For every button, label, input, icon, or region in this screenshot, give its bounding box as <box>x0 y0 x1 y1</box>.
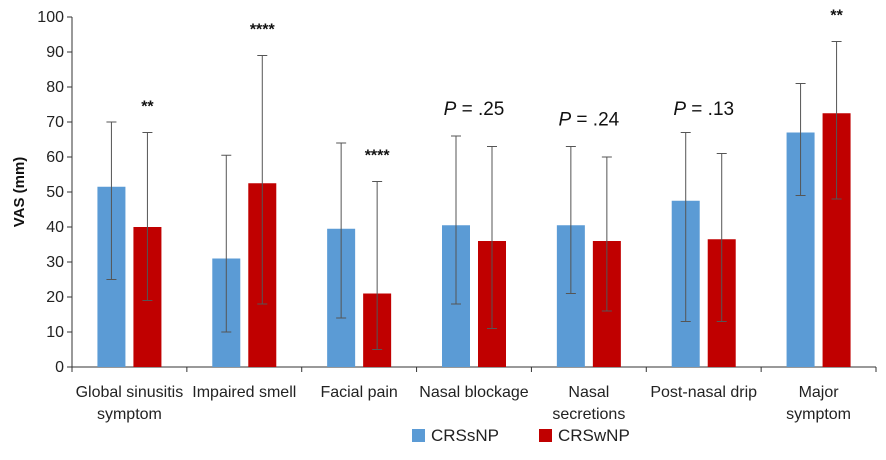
x-category-label: Facial pain <box>320 384 397 401</box>
x-category-label-line: secretions <box>552 406 625 423</box>
significance-stars: **** <box>250 22 276 39</box>
p-value-annotation: P = .25 <box>444 99 505 120</box>
y-tick-label: 10 <box>46 324 64 341</box>
x-category-label: Impaired smell <box>192 384 296 401</box>
x-category-label: Post-nasal drip <box>650 384 757 401</box>
axes: 0 10 20 30 40 50 60 70 80 90 100 VAS (mm) Global sin… <box>11 9 877 423</box>
x-category-label-line: Facial pain <box>320 384 397 401</box>
legend-swatch-crswnp <box>539 429 552 442</box>
x-category-label-line: symptom <box>97 406 162 423</box>
y-axis-label: VAS (mm) <box>11 157 28 228</box>
x-category-label: Nasal secretions <box>552 384 625 423</box>
p-symbol: P <box>558 110 571 131</box>
y-tick-label: 20 <box>46 289 64 306</box>
p-value-annotation: P = .13 <box>673 99 734 120</box>
x-category-label-line: Global sinusitis <box>76 384 184 401</box>
x-category-label-line: Impaired smell <box>192 384 296 401</box>
x-category-label-line: Nasal <box>568 384 609 401</box>
p-symbol: P <box>673 99 686 120</box>
y-tick-label: 40 <box>46 219 64 236</box>
y-tick-label: 100 <box>37 9 64 26</box>
error-bars <box>106 41 842 350</box>
legend-swatch-crssnp <box>412 429 425 442</box>
p-symbol: P <box>444 99 457 120</box>
y-tick-label: 50 <box>46 184 64 201</box>
x-category-label: Major symptom <box>786 384 851 423</box>
p-value-annotation: P = .24 <box>558 110 619 131</box>
legend-label-crswnp: CRSwNP <box>558 426 630 445</box>
annotations: **********P = .25 P = .24 P = .13** <box>141 8 843 165</box>
y-tick-label: 60 <box>46 149 64 166</box>
x-category-label-line: Major <box>799 384 840 401</box>
x-category-label-line: symptom <box>786 406 851 423</box>
legend: CRSsNP CRSwNP <box>412 426 630 445</box>
y-tick-label: 70 <box>46 114 64 131</box>
p-value: = .24 <box>571 110 619 131</box>
x-category-label-line: Post-nasal drip <box>650 384 757 401</box>
x-category-label: Global sinusitis symptom <box>76 384 184 423</box>
p-value: = .25 <box>456 99 504 120</box>
significance-stars: ** <box>141 99 154 116</box>
significance-stars: **** <box>365 148 391 165</box>
significance-stars: ** <box>830 8 843 25</box>
bars <box>97 113 851 367</box>
x-category-label: Nasal blockage <box>419 384 529 401</box>
p-value: = .13 <box>686 99 734 120</box>
legend-label-crssnp: CRSsNP <box>431 426 499 445</box>
x-category-label-line: Nasal blockage <box>419 384 529 401</box>
y-tick-label: 0 <box>55 359 64 376</box>
y-tick-label: 80 <box>46 79 64 96</box>
y-tick-label: 90 <box>46 44 64 61</box>
y-tick-label: 30 <box>46 254 64 271</box>
